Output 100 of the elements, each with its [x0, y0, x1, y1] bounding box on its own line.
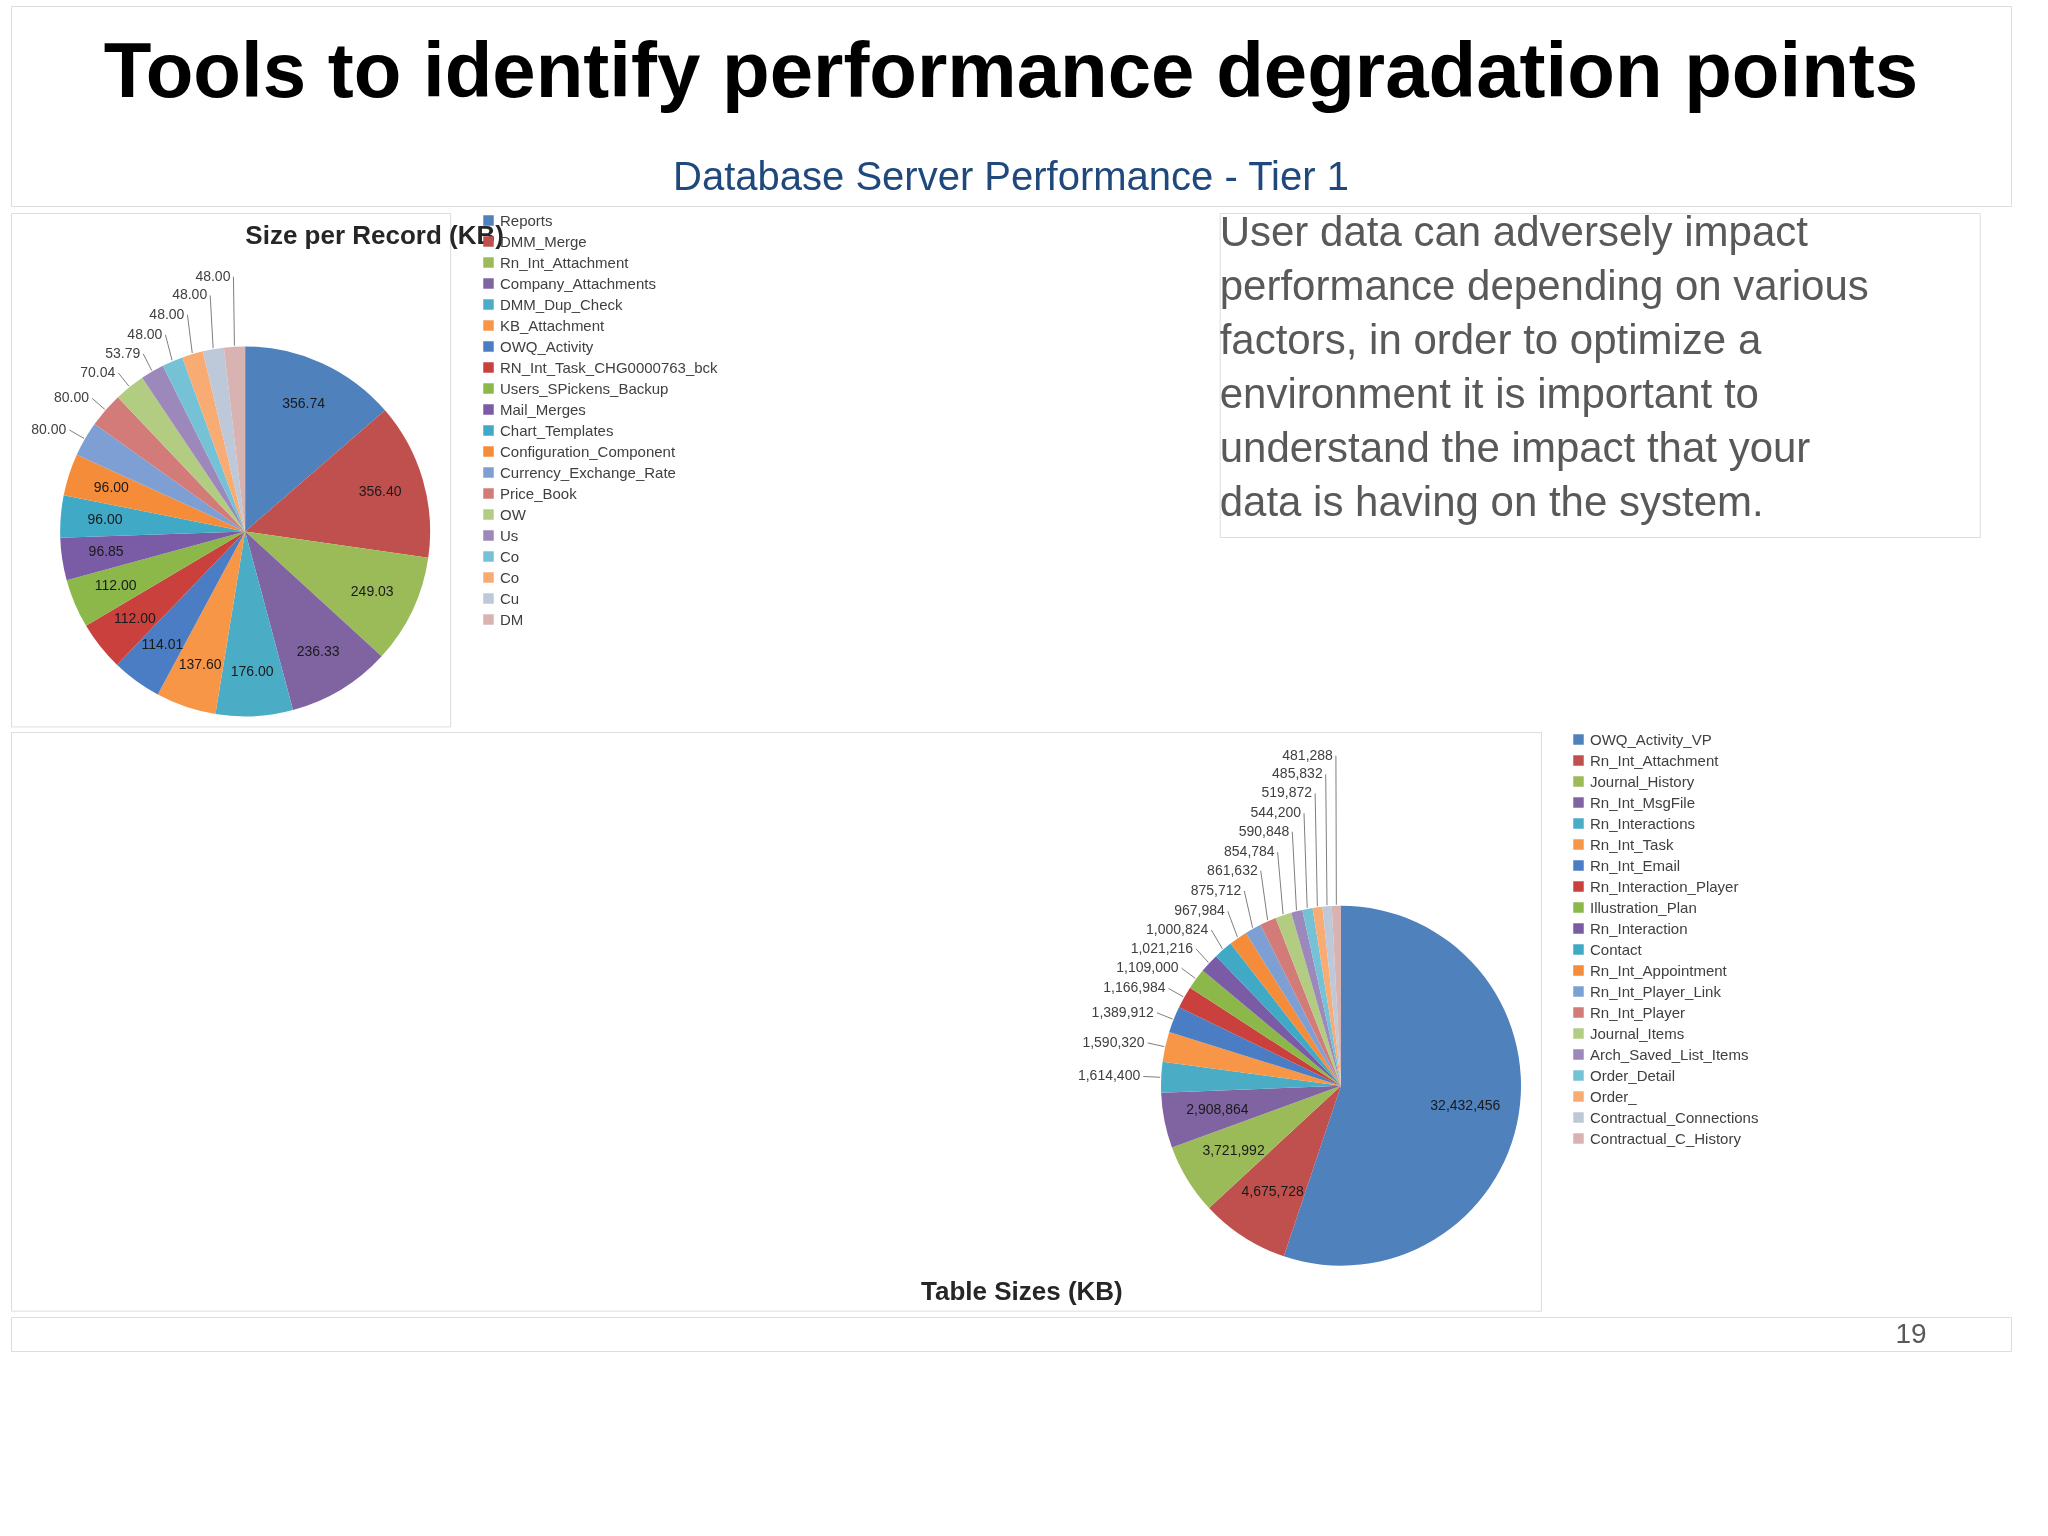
- data-label: 236.33: [296, 642, 340, 659]
- data-label: 967,984: [1174, 902, 1225, 919]
- text: Database Server Performance - Tier 1: [673, 154, 1349, 198]
- legend-label: Contractual_Connections: [1590, 1108, 1759, 1126]
- data-label: 48.00: [149, 305, 185, 322]
- text: Tools to identify performance degradation points: [103, 26, 1919, 114]
- pie-slice: [1202, 956, 1341, 1086]
- legend-label: Mail_Merges: [500, 400, 586, 418]
- data-label: 1,021,216: [1130, 939, 1194, 956]
- data-label: 875,712: [1190, 881, 1242, 898]
- legend-label: Us: [500, 526, 519, 544]
- pie-slice: [182, 351, 246, 532]
- data-label: 48.00: [172, 286, 208, 303]
- legend-label: Users_SPickens_Backup: [500, 379, 669, 397]
- legend-label: Journal_Items: [1590, 1024, 1685, 1042]
- text: User data can adversely impact performance depending on various factors, in order to optimize a environment it is important to understand the impact that your data is having on the system.: [1219, 208, 1869, 525]
- data-label: 80.00: [53, 389, 90, 406]
- pie-slice: [1312, 906, 1341, 1086]
- text: Table Sizes (KB): [921, 1275, 1123, 1306]
- data-label: 861,632: [1207, 861, 1258, 878]
- data-label: 48.00: [127, 325, 163, 342]
- pie-slice: [1190, 970, 1341, 1086]
- data-label: 485,832: [1272, 765, 1323, 782]
- pie-slice: [142, 365, 246, 532]
- legend-label: Co: [500, 547, 520, 565]
- pie-slice: [60, 531, 246, 581]
- legend-label: OW: [500, 505, 527, 523]
- legend-label: Arch_Saved_List_Items: [1590, 1045, 1749, 1063]
- data-label: 1,614,400: [1077, 1067, 1141, 1084]
- pie-slice: [1216, 943, 1341, 1086]
- legend-label: DMM_Dup_Check: [500, 295, 624, 313]
- legend-label: Rn_Interactions: [1590, 814, 1696, 832]
- legend-label: Rn_Int_Task: [1590, 835, 1674, 853]
- legend-label: Contractual_C_History: [1590, 1129, 1742, 1147]
- data-label: 96.85: [88, 543, 124, 560]
- legend-label: Price_Book: [500, 484, 578, 502]
- legend-label: Illustration_Plan: [1590, 898, 1697, 916]
- data-label: 53.79: [105, 344, 141, 361]
- legend-label: Configuration_Component: [500, 442, 676, 460]
- legend-label: OWQ_Activity_VP: [1590, 730, 1712, 748]
- pie-slice: [1161, 1061, 1341, 1093]
- legend-label: Journal_History: [1590, 772, 1695, 790]
- legend-label: KB_Attachment: [500, 316, 606, 334]
- pie-slice: [1260, 917, 1341, 1086]
- legend-label: Order_: [1590, 1087, 1638, 1105]
- legend-label: Rn_Int_Attachment: [500, 253, 630, 271]
- legend-label: Rn_Int_Email: [1590, 856, 1681, 874]
- pie-slice: [245, 410, 431, 558]
- data-label: 96.00: [87, 510, 123, 527]
- data-label: 249.03: [350, 582, 394, 599]
- legend-label: Rn_Int_Appointment: [1590, 961, 1728, 979]
- data-label: 590,848: [1238, 822, 1290, 839]
- pie-slice: [76, 423, 246, 532]
- data-label: 854,784: [1224, 843, 1275, 860]
- data-label: 48.00: [195, 267, 231, 284]
- pie-slice: [245, 531, 429, 657]
- pie-slice: [202, 347, 246, 532]
- data-label: 70.04: [80, 363, 116, 380]
- legend-label: Rn_Int_Player: [1590, 1003, 1686, 1021]
- data-label: 32,432,456: [1430, 1096, 1501, 1113]
- pie-slice: [1291, 909, 1341, 1086]
- data-label: 1,590,320: [1082, 1033, 1145, 1050]
- pie-slice: [1179, 987, 1341, 1086]
- legend-label: RN_Int_Task_CHG0000763_bck: [500, 358, 719, 376]
- data-label: 80.00: [31, 420, 67, 437]
- data-label: 112.00: [114, 609, 157, 626]
- data-label: 519,872: [1261, 784, 1313, 801]
- legend-label: Co: [500, 568, 520, 586]
- pie-slice: [1230, 932, 1341, 1086]
- data-label: 3,721,992: [1202, 1142, 1265, 1159]
- data-label: 2,908,864: [1186, 1101, 1249, 1118]
- data-label: 481,288: [1282, 746, 1334, 763]
- pie-slice: [63, 454, 246, 532]
- data-label: 1,389,912: [1091, 1003, 1155, 1020]
- legend-label: Rn_Int_MsgFile: [1590, 793, 1696, 811]
- data-label: 1,166,984: [1103, 979, 1166, 996]
- legend-label: Rn_Int_Player_Link: [1590, 982, 1722, 1000]
- legend-label: Rn_Interaction_Player: [1590, 877, 1739, 895]
- data-label: 137.60: [178, 655, 222, 672]
- data-label: 176.00: [230, 662, 274, 679]
- legend-label: Currency_Exchange_Rate: [500, 463, 676, 481]
- legend-label: Chart_Templates: [500, 421, 614, 439]
- legend-label: Company_Attachments: [500, 274, 656, 292]
- data-label: 96.00: [93, 479, 130, 496]
- data-label: 1,109,000: [1116, 959, 1179, 976]
- data-label: 112.00: [94, 577, 137, 594]
- legend-label: Contact: [1590, 940, 1643, 958]
- legend-label: Rn_Int_Attachment: [1590, 751, 1720, 769]
- pie-slice: [66, 531, 246, 626]
- data-label: 1,000,824: [1146, 921, 1209, 938]
- legend-label: DM: [500, 610, 524, 628]
- data-label: 356.74: [282, 394, 326, 411]
- text: 19: [1895, 1318, 1927, 1349]
- data-label: 544,200: [1250, 804, 1302, 821]
- legend-label: Order_Detail: [1590, 1066, 1676, 1084]
- legend-label: OWQ_Activity: [500, 337, 594, 355]
- data-label: 356.40: [358, 482, 402, 499]
- pie-slice: [1171, 1085, 1341, 1209]
- data-label: 4,675,728: [1241, 1182, 1305, 1199]
- legend-label: Cu: [500, 589, 520, 607]
